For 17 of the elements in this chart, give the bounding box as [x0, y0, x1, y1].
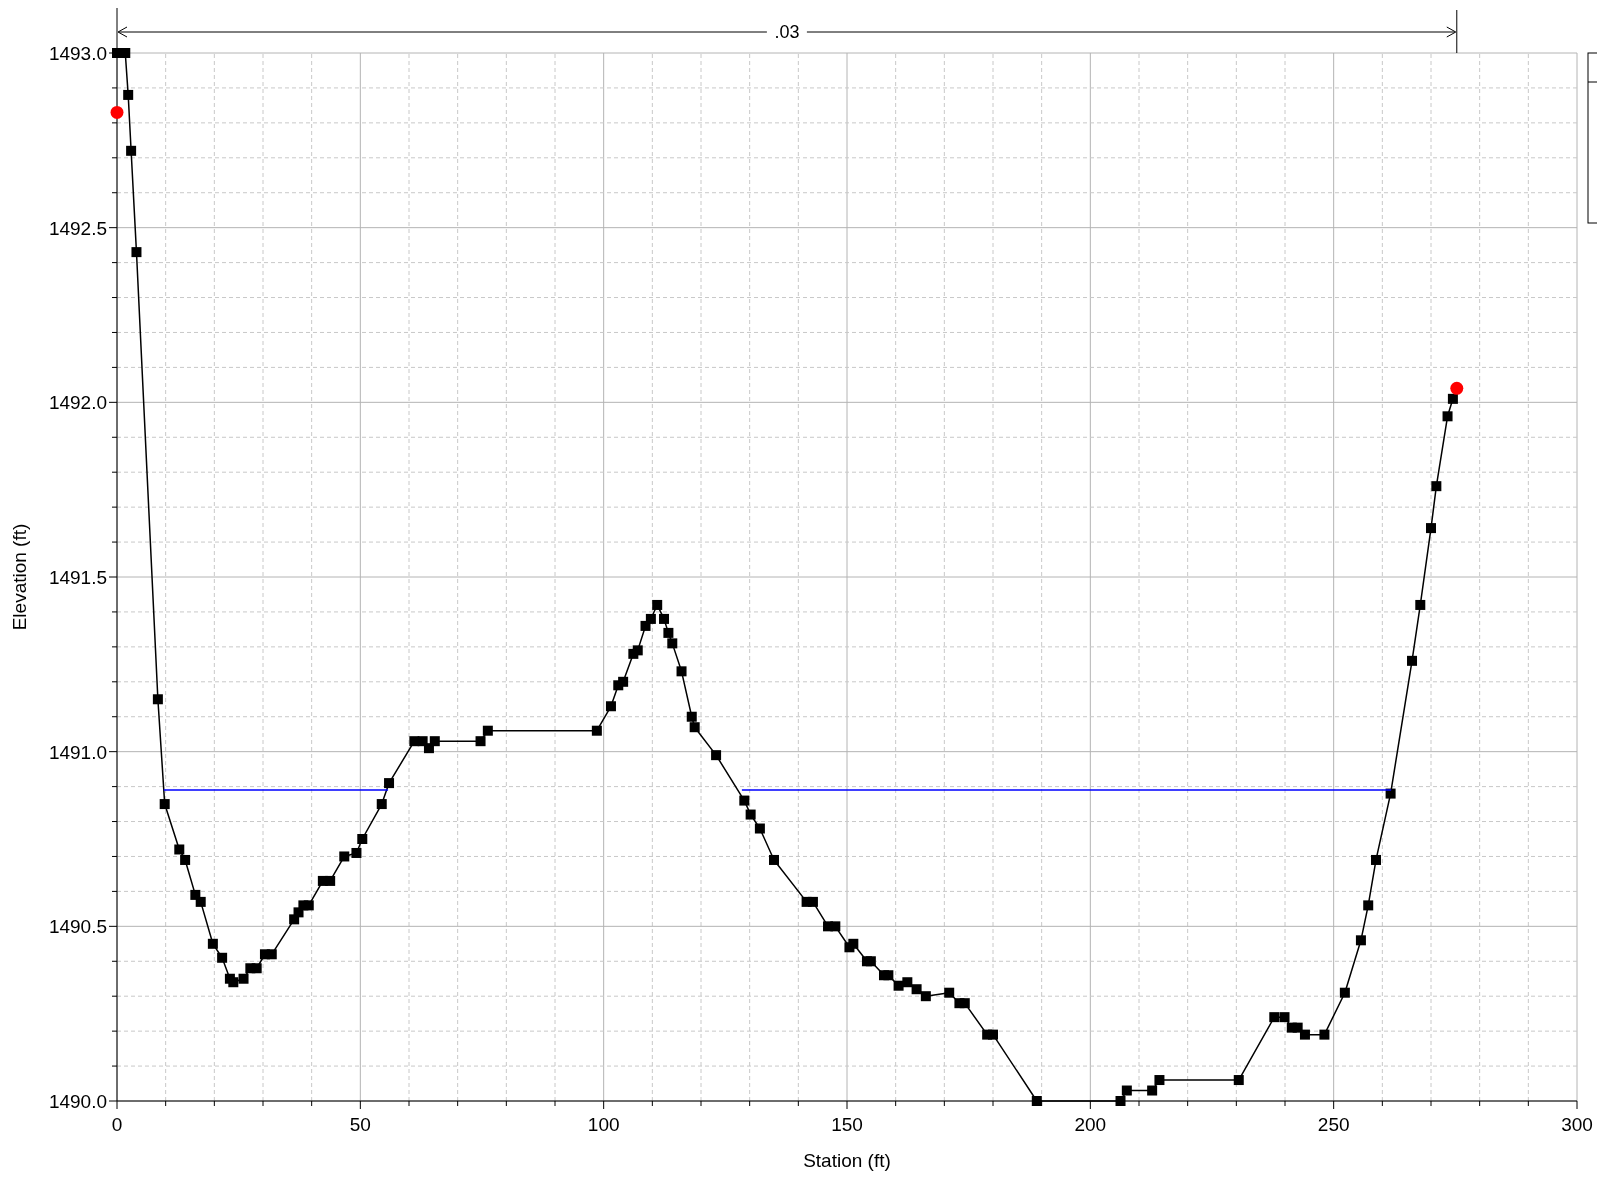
- x-axis-title: Station (ft): [803, 1150, 891, 1171]
- x-tick-label: 200: [1074, 1114, 1107, 1135]
- y-tick-label: 1491.5: [48, 567, 107, 588]
- y-tick-label: 1491.0: [48, 741, 107, 763]
- x-tick-label: 100: [587, 1114, 620, 1135]
- x-tick-label: 0: [111, 1114, 123, 1135]
- x-tick-label: 250: [1317, 1114, 1350, 1135]
- x-tick-label: 300: [1561, 1114, 1593, 1135]
- x-tick-label: 50: [349, 1114, 371, 1135]
- y-axis-title: Elevation (ft): [9, 523, 30, 631]
- x-tick-label: 150: [831, 1114, 863, 1135]
- y-tick-label: 1493.0: [48, 43, 107, 64]
- y-tick-label: 1492.0: [48, 392, 107, 414]
- y-tick-label: 1490.0: [48, 1091, 107, 1112]
- y-tick-label: 1492.5: [48, 217, 107, 239]
- y-tick-label: 1490.5: [48, 916, 107, 938]
- text: .03: [774, 22, 800, 42]
